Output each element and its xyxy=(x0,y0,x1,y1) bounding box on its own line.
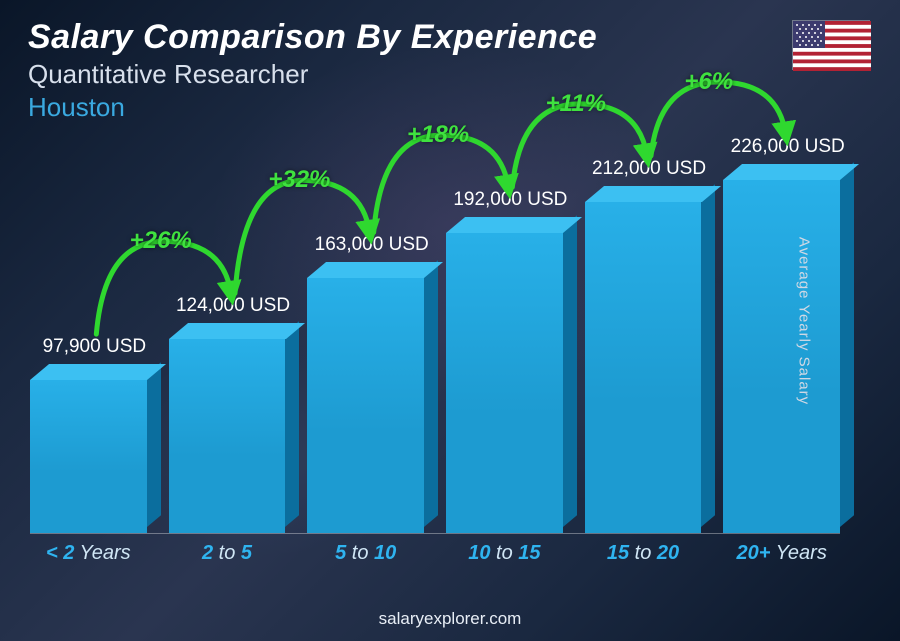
bar-value-label: 124,000 USD xyxy=(143,295,323,317)
growth-label: +32% xyxy=(268,166,330,194)
bar-top xyxy=(723,164,859,180)
bar: 163,000 USD xyxy=(307,278,424,533)
x-tick: < 2 Years xyxy=(30,534,147,571)
bar-top xyxy=(446,217,582,233)
bar-front xyxy=(585,202,702,533)
chart: 97,900 USD124,000 USD163,000 USD192,000 … xyxy=(30,150,840,571)
x-axis: < 2 Years 2 to 5 5 to 10 10 to 15 15 to 20 20… xyxy=(30,533,840,571)
bar-value-label: 192,000 USD xyxy=(420,189,600,211)
bar-value-label: 212,000 USD xyxy=(559,158,739,180)
page-title: Salary Comparison By Experience xyxy=(28,18,872,57)
x-tick: 2 to 5 xyxy=(169,534,286,571)
footer-source: salaryexplorer.com xyxy=(0,609,900,629)
bar-value-label: 163,000 USD xyxy=(282,234,462,256)
bar: 212,000 USD xyxy=(585,202,702,533)
growth-label: +26% xyxy=(130,227,192,255)
bar-side xyxy=(147,362,161,527)
bar: 124,000 USD xyxy=(169,339,286,533)
growth-label: +11% xyxy=(546,90,606,118)
bar: 97,900 USD xyxy=(30,380,147,533)
header: Salary Comparison By Experience Quantita… xyxy=(28,18,872,123)
bar-top xyxy=(585,186,721,202)
bar-top xyxy=(30,364,166,380)
location: Houston xyxy=(28,92,872,123)
bar: 226,000 USD xyxy=(723,180,840,533)
bar-side xyxy=(285,322,299,527)
x-tick: 10 to 15 xyxy=(446,534,563,571)
bar-side xyxy=(563,215,577,527)
bar-top xyxy=(169,323,305,339)
bar-side xyxy=(701,184,715,527)
bar: 192,000 USD xyxy=(446,233,563,533)
x-tick: 5 to 10 xyxy=(307,534,424,571)
x-tick: 20+ Years xyxy=(723,534,840,571)
bars-container: 97,900 USD124,000 USD163,000 USD192,000 … xyxy=(30,150,840,533)
bar-front xyxy=(30,380,147,533)
y-axis-label: Average Yearly Salary xyxy=(795,236,812,404)
growth-label: +18% xyxy=(407,121,469,149)
job-title: Quantitative Researcher xyxy=(28,59,872,90)
bar-value-label: 226,000 USD xyxy=(698,136,878,158)
bar-top xyxy=(307,262,443,278)
bar-side xyxy=(840,162,854,527)
x-tick: 15 to 20 xyxy=(585,534,702,571)
flag-icon xyxy=(792,20,870,70)
bar-front xyxy=(446,233,563,533)
growth-label: +6% xyxy=(684,68,733,96)
bar-front xyxy=(169,339,286,533)
bar-front xyxy=(307,278,424,533)
bar-front xyxy=(723,180,840,533)
bar-side xyxy=(424,261,438,527)
bar-value-label: 97,900 USD xyxy=(4,336,184,358)
